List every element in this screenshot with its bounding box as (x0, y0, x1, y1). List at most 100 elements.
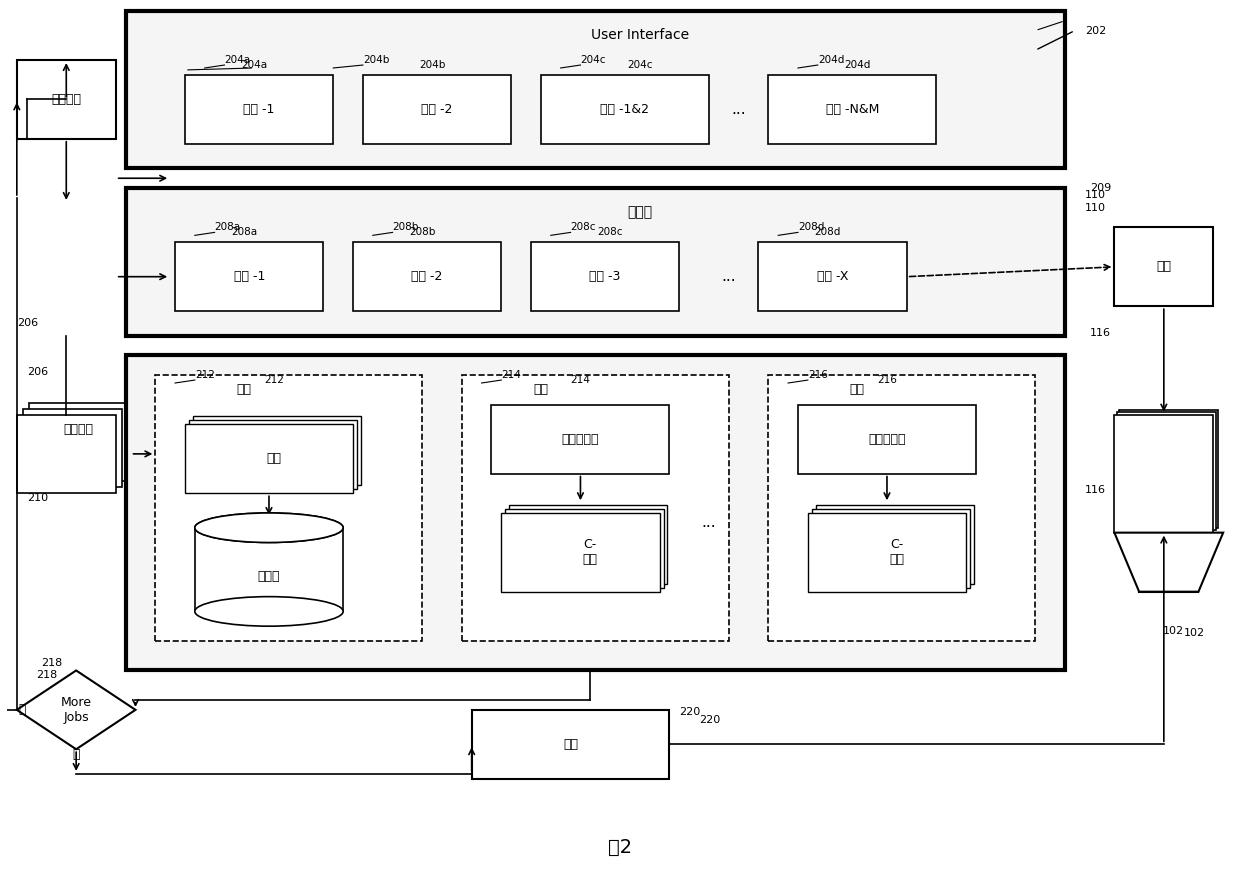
FancyBboxPatch shape (816, 505, 973, 584)
Text: 208d: 208d (815, 227, 841, 238)
Text: 增加作业: 增加作业 (51, 93, 82, 106)
FancyBboxPatch shape (185, 425, 353, 493)
Ellipse shape (195, 596, 343, 626)
FancyBboxPatch shape (185, 75, 334, 144)
FancyBboxPatch shape (29, 402, 128, 482)
Text: 数据库: 数据库 (627, 206, 652, 220)
Text: 116: 116 (1085, 485, 1106, 495)
Text: 208c: 208c (598, 227, 622, 238)
Text: 216: 216 (808, 370, 828, 380)
FancyBboxPatch shape (1117, 412, 1215, 530)
Text: 204a: 204a (241, 60, 267, 70)
FancyBboxPatch shape (799, 405, 976, 474)
Text: 搜索: 搜索 (267, 452, 281, 465)
FancyBboxPatch shape (363, 75, 511, 144)
Text: 204c: 204c (627, 60, 652, 70)
FancyBboxPatch shape (769, 375, 1035, 641)
Text: 图2: 图2 (608, 839, 632, 857)
Text: 204b: 204b (363, 55, 389, 65)
Polygon shape (1115, 533, 1223, 592)
Text: 状态: 状态 (1157, 260, 1172, 274)
Text: 模块 -1&2: 模块 -1&2 (600, 103, 650, 116)
Text: 数据格式化: 数据格式化 (868, 433, 905, 445)
FancyBboxPatch shape (769, 75, 936, 144)
Text: 数据库: 数据库 (258, 570, 280, 584)
Text: 218: 218 (37, 670, 58, 680)
FancyBboxPatch shape (531, 242, 680, 311)
Text: 110: 110 (1085, 203, 1106, 213)
Text: 作业 -2: 作业 -2 (412, 270, 443, 283)
Polygon shape (17, 670, 135, 749)
Text: ...: ... (732, 102, 746, 117)
FancyBboxPatch shape (195, 527, 343, 611)
Text: 218: 218 (42, 658, 63, 668)
Text: 208b: 208b (409, 227, 435, 238)
FancyBboxPatch shape (808, 513, 966, 592)
FancyBboxPatch shape (17, 415, 115, 493)
Text: 否: 否 (72, 747, 79, 761)
Text: 208d: 208d (799, 223, 825, 232)
Text: 208a: 208a (215, 223, 241, 232)
FancyBboxPatch shape (505, 509, 663, 587)
FancyBboxPatch shape (461, 375, 729, 641)
Text: 对接: 对接 (849, 384, 864, 396)
Text: 208c: 208c (570, 223, 596, 232)
Text: 作业 -3: 作业 -3 (589, 270, 621, 283)
FancyBboxPatch shape (541, 75, 709, 144)
Text: 212: 212 (264, 375, 284, 385)
Text: C-
引擎: C- 引擎 (889, 538, 904, 566)
Text: 212: 212 (195, 370, 215, 380)
FancyBboxPatch shape (812, 509, 970, 587)
FancyBboxPatch shape (188, 420, 357, 489)
FancyBboxPatch shape (510, 505, 667, 584)
Text: 116: 116 (1090, 328, 1111, 338)
Text: 220: 220 (699, 714, 720, 725)
Text: 208b: 208b (393, 223, 419, 232)
Text: ...: ... (702, 515, 717, 530)
Text: 模块 -2: 模块 -2 (422, 103, 453, 116)
FancyBboxPatch shape (1120, 409, 1218, 528)
Text: 建模: 建模 (533, 384, 548, 396)
Text: 102: 102 (1184, 628, 1205, 638)
Text: 214: 214 (570, 375, 590, 385)
Text: 204b: 204b (419, 60, 445, 70)
Text: 220: 220 (680, 707, 701, 717)
Text: 210: 210 (27, 493, 48, 503)
Text: 模块 -N&M: 模块 -N&M (826, 103, 879, 116)
Text: 作业 -X: 作业 -X (817, 270, 848, 283)
FancyBboxPatch shape (175, 242, 324, 311)
Text: 通知: 通知 (563, 738, 578, 751)
Text: 214: 214 (501, 370, 521, 380)
Text: 是: 是 (19, 704, 26, 716)
Ellipse shape (195, 513, 343, 543)
FancyBboxPatch shape (193, 417, 361, 485)
FancyBboxPatch shape (22, 409, 122, 487)
FancyBboxPatch shape (1115, 227, 1213, 307)
FancyBboxPatch shape (501, 513, 660, 592)
Ellipse shape (195, 513, 343, 543)
Text: 102: 102 (1163, 626, 1184, 637)
Text: User Interface: User Interface (590, 29, 689, 43)
Text: 后台程序: 后台程序 (63, 423, 93, 435)
FancyBboxPatch shape (125, 188, 1065, 336)
FancyBboxPatch shape (1115, 415, 1213, 533)
FancyBboxPatch shape (491, 405, 670, 474)
Text: 搜索: 搜索 (237, 384, 252, 396)
Text: 110: 110 (1085, 190, 1106, 200)
FancyBboxPatch shape (759, 242, 906, 311)
FancyBboxPatch shape (353, 242, 501, 311)
Text: 作业 -1: 作业 -1 (233, 270, 265, 283)
Text: 216: 216 (877, 375, 897, 385)
Text: 204d: 204d (844, 60, 870, 70)
Text: 206: 206 (17, 318, 38, 328)
Text: 208a: 208a (231, 227, 258, 238)
Text: C-
引擎: C- 引擎 (583, 538, 598, 566)
Text: 数据格式化: 数据格式化 (562, 433, 599, 445)
Text: 206: 206 (27, 367, 48, 377)
FancyBboxPatch shape (125, 356, 1065, 670)
Text: More
Jobs: More Jobs (61, 696, 92, 724)
FancyBboxPatch shape (471, 710, 670, 779)
Text: 209: 209 (1090, 183, 1111, 193)
Text: 模块 -1: 模块 -1 (243, 103, 275, 116)
Text: 202: 202 (1085, 26, 1106, 36)
